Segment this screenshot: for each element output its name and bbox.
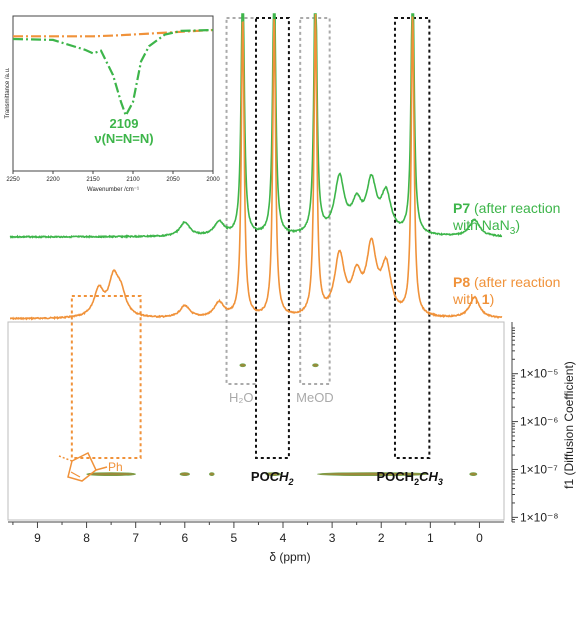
spectra-layer [9, 13, 503, 321]
inset-x-tick-label: 2200 [46, 177, 60, 183]
poch2-label: POCH2 [251, 469, 294, 487]
inset-annotation-label: ν(N=N=N) [94, 131, 153, 146]
dosy-spots [86, 363, 478, 477]
dosy-spot-5 [209, 472, 215, 477]
y-axis: 1×10⁻⁸ 1×10⁻⁷ 1×10⁻⁶ 1×10⁻⁵ f1 (Diffusion Co… [511, 322, 576, 524]
dosy-frame [7, 321, 505, 521]
poch2ch3-box [393, 17, 431, 459]
triazole-double-bond [70, 471, 81, 478]
y-tick-label: 1×10⁻⁷ [520, 462, 558, 476]
y-tick-label: 1×10⁻⁸ [520, 510, 558, 524]
y-axis-title: f1 (Diffusion Coefficient) [562, 361, 576, 489]
dosy-spot-1 [265, 472, 281, 477]
inset-x-tick-label: 2150 [86, 177, 100, 183]
dosy-spot-6 [239, 363, 246, 368]
x-axis: 9 8 7 6 5 4 3 2 1 0 δ (ppm) [8, 521, 504, 564]
meod-label: MeOD [296, 390, 334, 405]
inset-x-tick-label: 2000 [206, 177, 220, 183]
ir-inset: 2250 2200 2150 2100 2050 2000 Wavenumber /cm⁻¹… [5, 15, 220, 193]
x-tick-label: 3 [329, 531, 336, 545]
inset-x-title: Wavenumber /cm⁻¹ [87, 187, 139, 193]
inset-x-tick-label: 2100 [126, 177, 140, 183]
spectrum-p8 [9, 13, 503, 321]
inset-x-tick-label: 2050 [166, 177, 180, 183]
spectrum-p7 [9, 13, 503, 239]
y-tick-label: 1×10⁻⁶ [520, 415, 558, 429]
x-tick-label: 5 [231, 531, 238, 545]
label-p8-line2: with 1) [452, 291, 494, 307]
triazole-bond-ph [95, 466, 108, 471]
triazole-ph-label: Ph [108, 460, 123, 474]
poch2-box [255, 17, 290, 459]
inset-plot-area [13, 28, 213, 119]
inset-series-1 [13, 28, 213, 119]
aromatic-box [70, 295, 142, 459]
dosy-spot-2 [317, 472, 429, 477]
triazole-ring [67, 451, 97, 482]
x-axis-title: δ (ppm) [269, 550, 310, 564]
inset-x-tick-label: 2250 [6, 177, 20, 183]
dosy-spot-7 [312, 363, 319, 368]
x-tick-label: 1 [427, 531, 434, 545]
y-tick-label: 1×10⁻⁵ [520, 367, 558, 381]
dosy-spot-0 [86, 472, 136, 477]
inset-annotation-value: 2109 [110, 116, 139, 131]
x-tick-label: 8 [83, 531, 90, 545]
x-tick-label: 4 [280, 531, 287, 545]
poch2ch3-label: POCH2CH3 [377, 469, 443, 487]
inset-frame [12, 15, 214, 172]
label-p7-line2: with NaN3) [452, 217, 520, 237]
x-tick-label: 7 [132, 531, 139, 545]
x-tick-label: 6 [181, 531, 188, 545]
label-p8: P8 (after reaction [453, 274, 560, 290]
x-tick-label: 0 [476, 531, 483, 545]
h2o-label: H₂O [229, 390, 254, 405]
triazole-bond-dashed [58, 455, 73, 462]
x-tick-label: 9 [34, 531, 41, 545]
dosy-spot-4 [179, 472, 191, 477]
inset-series-0 [13, 28, 213, 38]
inset-y-title: Transmittance /a.u. [5, 67, 11, 118]
dosy-spot-3 [469, 472, 478, 477]
x-tick-label: 2 [378, 531, 385, 545]
label-p7: P7 (after reaction [453, 200, 560, 216]
triazole-structure: Ph [58, 451, 123, 482]
